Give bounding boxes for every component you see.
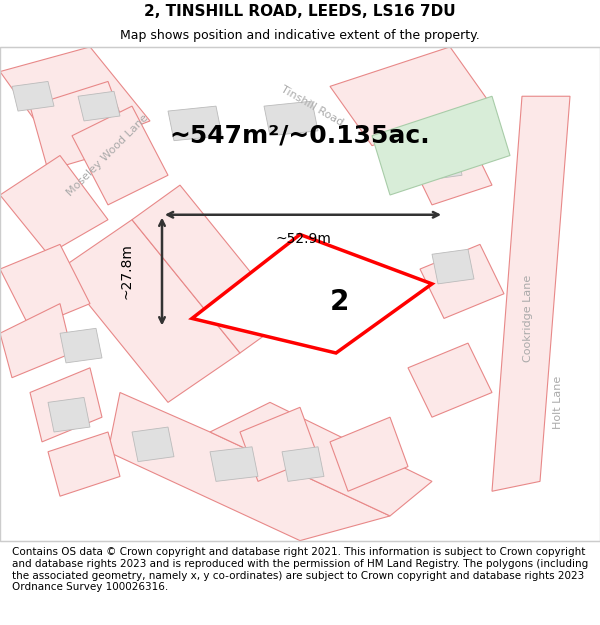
Polygon shape [210,402,432,516]
Polygon shape [408,343,492,418]
Polygon shape [48,432,120,496]
Polygon shape [30,368,102,442]
Text: Cookridge Lane: Cookridge Lane [523,275,533,362]
Text: ~52.9m: ~52.9m [275,232,331,246]
Polygon shape [168,106,222,141]
Polygon shape [12,81,54,111]
Polygon shape [78,91,120,121]
Polygon shape [0,47,150,156]
Polygon shape [264,101,318,136]
Text: Holt Lane: Holt Lane [553,376,563,429]
Polygon shape [492,96,570,491]
Polygon shape [240,408,318,481]
Polygon shape [420,141,462,180]
Polygon shape [0,304,72,378]
Polygon shape [408,136,492,205]
Polygon shape [0,244,90,328]
Polygon shape [210,447,258,481]
Polygon shape [72,106,168,205]
Polygon shape [30,81,132,170]
Polygon shape [48,398,90,432]
Polygon shape [282,447,324,481]
Text: 2, TINSHILL ROAD, LEEDS, LS16 7DU: 2, TINSHILL ROAD, LEEDS, LS16 7DU [144,4,456,19]
Text: ~547m²/~0.135ac.: ~547m²/~0.135ac. [170,124,430,148]
Polygon shape [0,156,108,254]
Polygon shape [60,219,240,402]
Text: Map shows position and indicative extent of the property.: Map shows position and indicative extent… [120,29,480,42]
Polygon shape [60,328,102,363]
Polygon shape [330,47,492,146]
Text: Tinshill Road: Tinshill Road [279,84,345,128]
Polygon shape [192,234,432,353]
Polygon shape [282,269,348,323]
Polygon shape [372,96,510,195]
Text: 2: 2 [329,288,349,316]
Polygon shape [420,244,504,318]
Polygon shape [330,418,408,491]
Polygon shape [432,249,474,284]
Polygon shape [132,185,288,353]
Text: ~27.8m: ~27.8m [119,244,133,299]
Text: Moseley Wood Lane: Moseley Wood Lane [65,112,151,198]
Text: Contains OS data © Crown copyright and database right 2021. This information is : Contains OS data © Crown copyright and d… [12,548,588,592]
Polygon shape [108,392,390,541]
Polygon shape [132,427,174,462]
